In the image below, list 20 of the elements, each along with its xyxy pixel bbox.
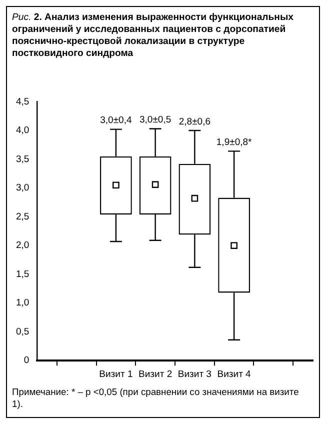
annotation: 1,9±0,8* — [216, 137, 252, 148]
annotation: 3,0±0,5 — [140, 114, 172, 126]
x-tick-label: Визит 1 — [99, 368, 133, 380]
y-tick-label: 0,5 — [16, 326, 30, 338]
y-tick-label: 1,0 — [16, 298, 30, 309]
y-tick-label: 1,5 — [16, 268, 30, 280]
x-tick-label: Визит 2 — [138, 368, 172, 380]
y-tick-label: 3,0 — [16, 182, 30, 194]
y-tick-label: 0 — [24, 355, 30, 366]
text: Примечание: * – p <0,05 (при сравнении со значениями на визите 1). — [12, 386, 300, 410]
y-tick-label: 3,5 — [16, 154, 30, 165]
y-tick-label: 2,5 — [16, 211, 30, 222]
annotation: 2,8±0,6 — [178, 116, 211, 128]
x-tick-label: Визит 3 — [178, 368, 212, 380]
annotation: 3,0±0,4 — [100, 115, 132, 126]
y-tick-label: 2,0 — [16, 240, 30, 252]
chart-title: Рис. 2. Анализ изменения выраженности функциональных ограничений у исследованных пациентов с дорсопатией пояснично-крестцовой локализации в структуре постковидного синдрома — [12, 12, 294, 60]
y-tick-label: 4,5 — [16, 96, 30, 108]
x-tick-label: Визит 4 — [217, 368, 251, 380]
y-tick-label: 4,0 — [16, 125, 30, 136]
